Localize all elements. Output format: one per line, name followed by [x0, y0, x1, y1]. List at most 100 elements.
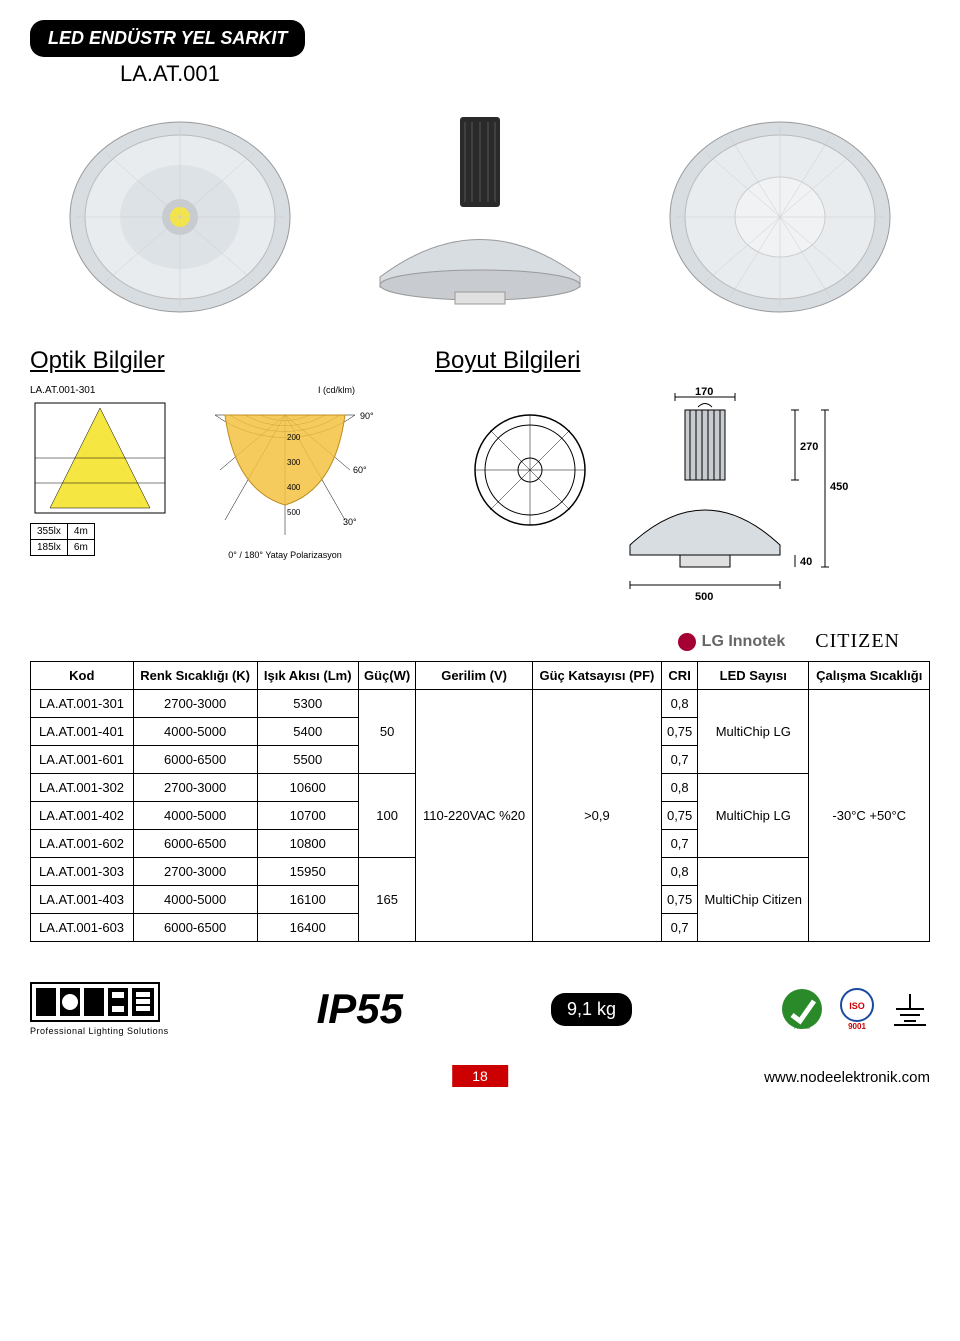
citizen-logo: CITIZEN: [815, 630, 900, 653]
lamp-bottom-view: [660, 117, 900, 317]
th-kod: Kod: [31, 662, 134, 690]
lamp-front-view: [60, 117, 300, 317]
ip-rating: IP55: [317, 985, 403, 1033]
pls-tagline: Professional Lighting Solutions: [30, 1026, 169, 1036]
cell-led-2: MultiChip Citizen: [698, 858, 809, 942]
cell-temp: -30°C +50°C: [809, 690, 930, 942]
cell-renk: 2700-3000: [133, 690, 257, 718]
cell-lumen: 15950: [257, 858, 358, 886]
cell-renk: 6000-6500: [133, 830, 257, 858]
cell-kod: LA.AT.001-302: [31, 774, 134, 802]
model-code: LA.AT.001: [120, 61, 930, 87]
cell-led-0: MultiChip LG: [698, 690, 809, 774]
th-voltage: Gerilim (V): [416, 662, 532, 690]
th-pf: Güç Katsayısı (PF): [532, 662, 662, 690]
polar-bottom-label: 0° / 180° Yatay Polarizasyon: [195, 550, 375, 560]
cell-kod: LA.AT.001-303: [31, 858, 134, 886]
cell-lumen: 10600: [257, 774, 358, 802]
svg-text:RoHS: RoHS: [794, 1025, 810, 1031]
svg-text:500: 500: [287, 508, 301, 517]
svg-text:90°: 90°: [360, 411, 374, 421]
rohs-icon: RoHS: [780, 987, 825, 1032]
cell-kod: LA.AT.001-402: [31, 802, 134, 830]
brand-row: LG Innotek CITIZEN: [30, 630, 900, 653]
cell-cri: 0,75: [662, 718, 698, 746]
cell-voltage: 110-220VAC %20: [416, 690, 532, 942]
cell-led-1: MultiChip LG: [698, 774, 809, 858]
svg-text:400: 400: [287, 483, 301, 492]
cell-cri: 0,8: [662, 690, 698, 718]
cell-cri: 0,7: [662, 746, 698, 774]
polar-unit: I (cd/klm): [195, 385, 375, 395]
cell-lumen: 10700: [257, 802, 358, 830]
cell-power-2: 165: [358, 858, 416, 942]
node-logo-block: Professional Lighting Solutions: [30, 982, 169, 1036]
cell-renk: 6000-6500: [133, 746, 257, 774]
lux-diagram: LA.AT.001-301 355lx4m 185lx6m: [30, 385, 180, 556]
page-number-bar: 18: [452, 1068, 508, 1086]
cell-power-0: 50: [358, 690, 416, 774]
svg-text:9001: 9001: [848, 1022, 866, 1031]
lux-model-label: LA.AT.001-301: [30, 385, 180, 396]
cell-cri: 0,7: [662, 914, 698, 942]
cell-lumen: 5300: [257, 690, 358, 718]
th-power: Güç(W): [358, 662, 416, 690]
dimension-diagram: 170 270: [390, 385, 930, 605]
cell-cri: 0,75: [662, 802, 698, 830]
svg-text:60°: 60°: [353, 465, 367, 475]
cell-kod: LA.AT.001-301: [31, 690, 134, 718]
th-cri: CRI: [662, 662, 698, 690]
cell-renk: 2700-3000: [133, 858, 257, 886]
cell-lumen: 5500: [257, 746, 358, 774]
product-images-row: [30, 107, 930, 327]
cell-renk: 6000-6500: [133, 914, 257, 942]
optical-title: Optik Bilgiler: [30, 347, 165, 374]
category-badge: LED ENDÜSTR YEL SARKIT: [30, 20, 305, 57]
th-lumen: Işık Akısı (Lm): [257, 662, 358, 690]
svg-text:170: 170: [695, 386, 713, 398]
lamp-side-view: [360, 107, 600, 327]
cell-cri: 0,8: [662, 774, 698, 802]
svg-text:270: 270: [800, 441, 818, 453]
cell-lumen: 16100: [257, 886, 358, 914]
lux-val-1: 185lx: [31, 540, 68, 556]
cell-renk: 2700-3000: [133, 774, 257, 802]
cert-icons: RoHS ISO 9001: [780, 987, 930, 1032]
svg-text:ISO: ISO: [849, 1001, 865, 1011]
footer-url: www.nodeelektronik.com: [764, 1069, 930, 1086]
cell-pf: >0,9: [532, 690, 662, 942]
svg-text:40: 40: [800, 556, 812, 568]
page-number: 18: [452, 1065, 508, 1087]
th-temp: Çalışma Sıcaklığı: [809, 662, 930, 690]
cell-cri: 0,8: [662, 858, 698, 886]
cell-kod: LA.AT.001-601: [31, 746, 134, 774]
cell-kod: LA.AT.001-403: [31, 886, 134, 914]
cell-lumen: 5400: [257, 718, 358, 746]
th-led: LED Sayısı: [698, 662, 809, 690]
weight-badge: 9,1 kg: [551, 993, 632, 1026]
cell-renk: 4000-5000: [133, 718, 257, 746]
cell-renk: 4000-5000: [133, 802, 257, 830]
cell-renk: 4000-5000: [133, 886, 257, 914]
th-renk: Renk Sıcaklığı (K): [133, 662, 257, 690]
svg-text:500: 500: [695, 591, 713, 603]
cell-lumen: 10800: [257, 830, 358, 858]
cell-kod: LA.AT.001-602: [31, 830, 134, 858]
lux-dist-1: 6m: [67, 540, 94, 556]
lg-innotek-logo: LG Innotek: [678, 633, 786, 651]
svg-text:300: 300: [287, 458, 301, 467]
svg-text:30°: 30°: [343, 517, 357, 527]
cell-lumen: 16400: [257, 914, 358, 942]
ground-icon: [890, 989, 930, 1029]
lg-text: LG Innotek: [702, 633, 786, 651]
spec-table: Kod Renk Sıcaklığı (K) Işık Akısı (Lm) G…: [30, 661, 930, 942]
cell-power-1: 100: [358, 774, 416, 858]
iso-icon: ISO 9001: [835, 987, 880, 1032]
svg-text:450: 450: [830, 481, 848, 493]
cell-kod: LA.AT.001-401: [31, 718, 134, 746]
svg-text:200: 200: [287, 433, 301, 442]
cell-cri: 0,7: [662, 830, 698, 858]
cell-kod: LA.AT.001-603: [31, 914, 134, 942]
lux-dist-0: 4m: [67, 524, 94, 540]
lux-val-0: 355lx: [31, 524, 68, 540]
